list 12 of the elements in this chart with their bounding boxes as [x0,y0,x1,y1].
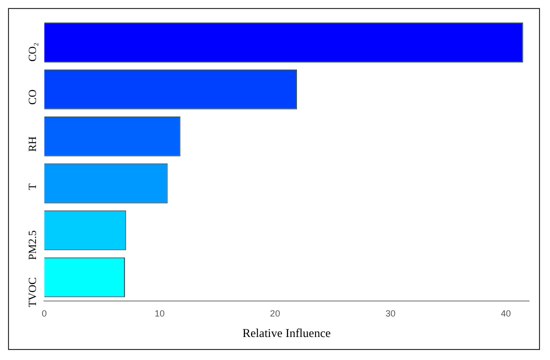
y-tick-label: CO₂ [27,42,40,62]
x-tick-label: 30 [385,308,396,319]
y-tick-label: CO [27,89,40,105]
x-tick-label: 40 [500,308,511,319]
x-tick-label: 0 [42,308,47,319]
x-tick-label: 10 [154,308,165,319]
y-tick-label: RH [27,136,40,152]
y-tick-label: T [27,183,40,190]
x-axis-title: Relative Influence [242,326,331,340]
y-tick-label: TVOC [27,277,40,308]
x-tick-label: 20 [270,308,280,319]
y-tick-label: PM2.5 [27,230,40,260]
